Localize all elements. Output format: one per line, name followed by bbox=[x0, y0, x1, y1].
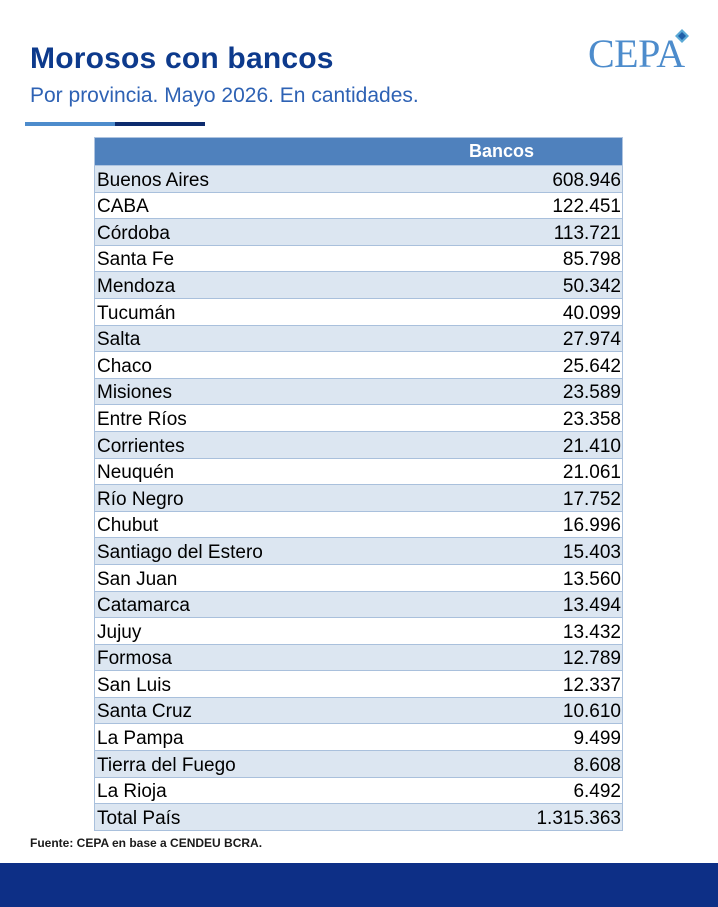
table-row: La Rioja 6.492 bbox=[94, 776, 623, 805]
province-name: Salta bbox=[94, 324, 359, 353]
table-row: Chaco 25.642 bbox=[94, 351, 623, 379]
province-value: 16.996 bbox=[358, 510, 623, 539]
province-name: Santa Fe bbox=[94, 244, 359, 273]
province-name: Córdoba bbox=[94, 218, 359, 246]
table-row: Misiones 23.589 bbox=[94, 377, 623, 406]
province-name: Chaco bbox=[94, 351, 359, 379]
province-value: 8.608 bbox=[358, 750, 623, 778]
province-name: San Juan bbox=[94, 563, 359, 592]
province-name: Formosa bbox=[94, 643, 359, 672]
table-row: Salta 27.974 bbox=[94, 324, 623, 353]
cepa-logo: CEPA bbox=[588, 28, 700, 76]
table-row: Mendoza 50.342 bbox=[94, 271, 623, 299]
table-row: CABA 122.451 bbox=[94, 191, 623, 220]
province-value: 27.974 bbox=[358, 324, 623, 353]
province-name: San Luis bbox=[94, 670, 359, 698]
table-header-row: Bancos bbox=[94, 137, 623, 166]
province-value: 6.492 bbox=[358, 776, 623, 805]
province-value: 85.798 bbox=[358, 244, 623, 273]
province-name: La Rioja bbox=[94, 776, 359, 805]
column-header-bancos: Bancos bbox=[94, 137, 623, 166]
table-row: Catamarca 13.494 bbox=[94, 590, 623, 619]
province-name: La Pampa bbox=[94, 723, 359, 752]
province-value: 17.752 bbox=[358, 484, 623, 512]
province-value: 9.499 bbox=[358, 723, 623, 752]
province-name: Río Negro bbox=[94, 484, 359, 512]
province-name: Entre Ríos bbox=[94, 404, 359, 432]
province-value: 50.342 bbox=[358, 271, 623, 299]
table-row: Corrientes 21.410 bbox=[94, 430, 623, 459]
table-row: La Pampa 9.499 bbox=[94, 723, 623, 752]
province-value: 15.403 bbox=[358, 537, 623, 565]
province-value: 12.789 bbox=[358, 643, 623, 672]
table-row: San Luis 12.337 bbox=[94, 670, 623, 698]
province-value: 12.337 bbox=[358, 670, 623, 698]
table-row: Tierra del Fuego 8.608 bbox=[94, 750, 623, 778]
table-row: Entre Ríos 23.358 bbox=[94, 404, 623, 432]
province-value: 608.946 bbox=[358, 165, 623, 193]
table-row: Buenos Aires 608.946 bbox=[94, 165, 623, 193]
province-value: 21.410 bbox=[358, 430, 623, 459]
table-row: Jujuy 13.432 bbox=[94, 617, 623, 645]
province-value: 1.315.363 bbox=[358, 803, 623, 831]
title-underline bbox=[25, 122, 205, 126]
table-body: Buenos Aires 608.946 CABA 122.451 Córdoba 113… bbox=[94, 165, 623, 831]
province-name: Catamarca bbox=[94, 590, 359, 619]
province-value: 13.494 bbox=[358, 590, 623, 619]
province-value: 10.610 bbox=[358, 696, 623, 725]
table-row: Santa Cruz 10.610 bbox=[94, 696, 623, 725]
province-name: Jujuy bbox=[94, 617, 359, 645]
table-row: Río Negro 17.752 bbox=[94, 484, 623, 512]
province-value: 21.061 bbox=[358, 457, 623, 486]
provinces-table: Bancos Buenos Aires 608.946 CABA 122.451 Cór… bbox=[94, 137, 623, 831]
province-name: Total País bbox=[94, 803, 359, 831]
province-name: Santiago del Estero bbox=[94, 537, 359, 565]
table-row: Tucumán 40.099 bbox=[94, 297, 623, 326]
page-subtitle: Por provincia. Mayo 2026. En cantidades. bbox=[30, 84, 419, 107]
table-row: Córdoba 113.721 bbox=[94, 218, 623, 246]
province-value: 23.358 bbox=[358, 404, 623, 432]
province-name: Santa Cruz bbox=[94, 696, 359, 725]
province-name: Mendoza bbox=[94, 271, 359, 299]
province-value: 122.451 bbox=[358, 191, 623, 220]
province-name: Neuquén bbox=[94, 457, 359, 486]
province-name: Chubut bbox=[94, 510, 359, 539]
table-row: Chubut 16.996 bbox=[94, 510, 623, 539]
province-name: Corrientes bbox=[94, 430, 359, 459]
table-row: Santiago del Estero 15.403 bbox=[94, 537, 623, 565]
province-name: Buenos Aires bbox=[94, 165, 359, 193]
province-name: CABA bbox=[94, 191, 359, 220]
table-row: Santa Fe 85.798 bbox=[94, 244, 623, 273]
province-name: Tucumán bbox=[94, 297, 359, 326]
logo-diamond-icon bbox=[675, 29, 689, 43]
footer-bar bbox=[0, 863, 718, 907]
table-row: San Juan 13.560 bbox=[94, 563, 623, 592]
province-name: Misiones bbox=[94, 377, 359, 406]
table-row: Neuquén 21.061 bbox=[94, 457, 623, 486]
table-row: Total País 1.315.363 bbox=[94, 803, 623, 831]
province-value: 23.589 bbox=[358, 377, 623, 406]
province-value: 13.560 bbox=[358, 563, 623, 592]
source-note: Fuente: CEPA en base a CENDEU BCRA. bbox=[30, 836, 263, 850]
province-value: 113.721 bbox=[358, 218, 623, 246]
logo-text: CEPA bbox=[588, 31, 685, 76]
province-name: Tierra del Fuego bbox=[94, 750, 359, 778]
province-value: 13.432 bbox=[358, 617, 623, 645]
province-value: 25.642 bbox=[358, 351, 623, 379]
page-title: Morosos con bancos bbox=[30, 42, 334, 75]
table-row: Formosa 12.789 bbox=[94, 643, 623, 672]
province-value: 40.099 bbox=[358, 297, 623, 326]
